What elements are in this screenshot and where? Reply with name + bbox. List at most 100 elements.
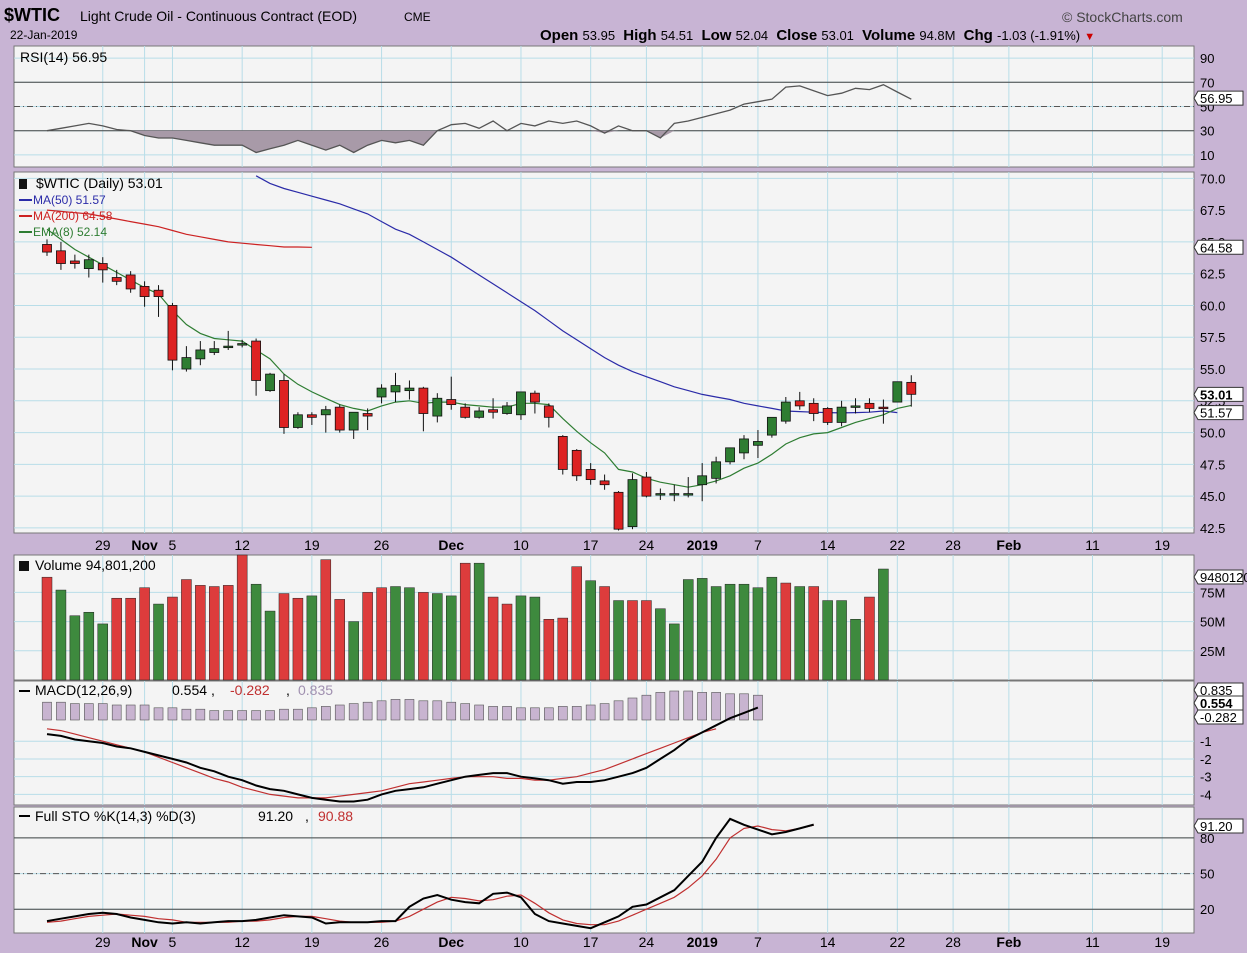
value-tag-text: 53.01	[1200, 387, 1233, 402]
volume-bar	[55, 589, 67, 681]
candle-body	[864, 402, 875, 409]
volume-bar	[97, 623, 109, 681]
x-tick-label: 10	[513, 537, 529, 553]
value-tag-box	[1193, 386, 1244, 402]
stochastic-legend: Full STO %K(14,3) %D(3) 91.20, 90.88	[19, 808, 353, 824]
value-tag-box	[1193, 682, 1244, 698]
macd-signal-tag: -0.282	[1193, 709, 1244, 725]
sto-separator: ,	[305, 808, 309, 824]
macd-histogram-bar	[739, 693, 749, 721]
candle-body	[753, 441, 763, 446]
value-tag-text: 94801200	[1200, 570, 1247, 585]
x-tick-label: 7	[754, 934, 762, 950]
candle-body	[725, 447, 735, 463]
x-tick-label: 17	[583, 934, 599, 950]
value-tag-text: 56.95	[1200, 91, 1233, 106]
volume-bar	[780, 582, 792, 681]
legend-entry: EMA(8) 52.14	[33, 225, 107, 239]
candle-body	[474, 410, 485, 418]
volume-bar	[585, 580, 596, 681]
candle-body	[376, 387, 387, 398]
macd-histogram-bar	[111, 704, 122, 721]
volume-value-tag: 94801200	[1193, 569, 1247, 585]
y-tick-label: 30	[1200, 124, 1214, 139]
macd-value: 0.554	[172, 682, 207, 698]
candle-body	[711, 461, 722, 479]
y-tick-label: 42.5	[1200, 521, 1225, 536]
macd-histogram-bar	[404, 699, 415, 721]
macd-histogram-bar	[42, 701, 52, 721]
x-tick-label: 7	[754, 537, 762, 553]
value-tag-text: 0.554	[1200, 696, 1233, 711]
volume-bar	[432, 593, 443, 681]
x-tick-label: Nov	[131, 537, 158, 553]
candle-body	[543, 405, 554, 418]
value-tag-box	[1193, 569, 1244, 585]
y-tick-label: -3	[1200, 770, 1212, 785]
macd-hist-value: 0.835	[298, 682, 333, 698]
macd-histogram-bar	[474, 704, 484, 721]
volume-value: 94.8M	[919, 28, 956, 43]
candle-body	[293, 414, 303, 428]
macd-histogram-bar	[516, 707, 526, 721]
macd-histogram-bar	[418, 700, 429, 721]
volume-label: Volume 94,801,200	[35, 557, 156, 573]
volume-bar	[641, 600, 652, 681]
volume-bar	[418, 592, 429, 681]
value-tag-text: 0.835	[1200, 683, 1233, 698]
candle-body	[739, 438, 749, 454]
macd-histogram-bar	[488, 706, 498, 721]
chg-value: -1.03 (-1.91%)	[997, 28, 1081, 43]
y-tick-label: 62.5	[1200, 267, 1225, 282]
candle-body	[334, 406, 345, 431]
macd-histogram-bar	[84, 703, 94, 721]
ma50-value-tag: 51.57	[1193, 405, 1244, 421]
candle-body	[83, 259, 94, 270]
price-legend: $WTIC (Daily) 53.01 MA(50) 51.57 MA(200) 6…	[19, 175, 163, 239]
candle-body	[627, 479, 638, 528]
rsi-oversold-fill	[47, 130, 912, 153]
volume-bar	[195, 585, 206, 681]
candle-body	[669, 493, 680, 496]
volume-bar	[41, 576, 53, 681]
volume-label: Volume	[862, 27, 916, 44]
volume-bar	[209, 586, 220, 681]
volume-bar	[167, 596, 178, 681]
chart-header: $WTIC Light Crude Oil - Continuous Contr…	[0, 0, 1247, 46]
macd-histogram-bar	[70, 703, 80, 721]
volume-bar	[836, 600, 847, 681]
y-tick-label: 75M	[1200, 585, 1225, 600]
macd-histogram-bar	[293, 708, 303, 721]
candle-body	[432, 397, 443, 417]
macd-histogram-bar	[223, 710, 234, 721]
y-tick-label: 60.0	[1200, 298, 1225, 313]
macd-histogram-bar	[334, 704, 345, 721]
macd-histogram-bar	[460, 703, 471, 721]
x-tick-label: 22	[890, 537, 906, 553]
volume-bar	[334, 599, 345, 681]
candle-body	[613, 491, 624, 530]
candle-body	[348, 411, 359, 431]
x-tick-label: 11	[1085, 934, 1100, 950]
macd-histogram-bar	[627, 697, 638, 721]
candle-body	[265, 373, 275, 392]
x-tick-label: 19	[304, 537, 320, 553]
sto-value-tag: 91.20	[1193, 818, 1244, 834]
legend-entry: MA(200) 64.58	[33, 209, 113, 223]
x-tick-label: 26	[374, 537, 390, 553]
volume-bar	[446, 595, 457, 681]
macd-histogram-bar	[348, 703, 359, 721]
brand-logo: © StockCharts.com	[1062, 9, 1183, 25]
macd-hist-tag: 0.835	[1193, 682, 1244, 698]
volume-bar	[83, 611, 95, 681]
y-tick-label: 55.0	[1200, 362, 1225, 377]
price-panel	[13, 171, 1195, 534]
candle-body	[641, 476, 652, 497]
volume-bar	[320, 559, 332, 681]
value-tag-text: 51.57	[1200, 406, 1233, 421]
volume-bar	[557, 617, 569, 681]
candle-body	[697, 475, 708, 486]
x-tick-label: 28	[945, 934, 961, 950]
y-tick-label: 70.0	[1200, 171, 1225, 186]
volume-bar	[878, 568, 889, 681]
